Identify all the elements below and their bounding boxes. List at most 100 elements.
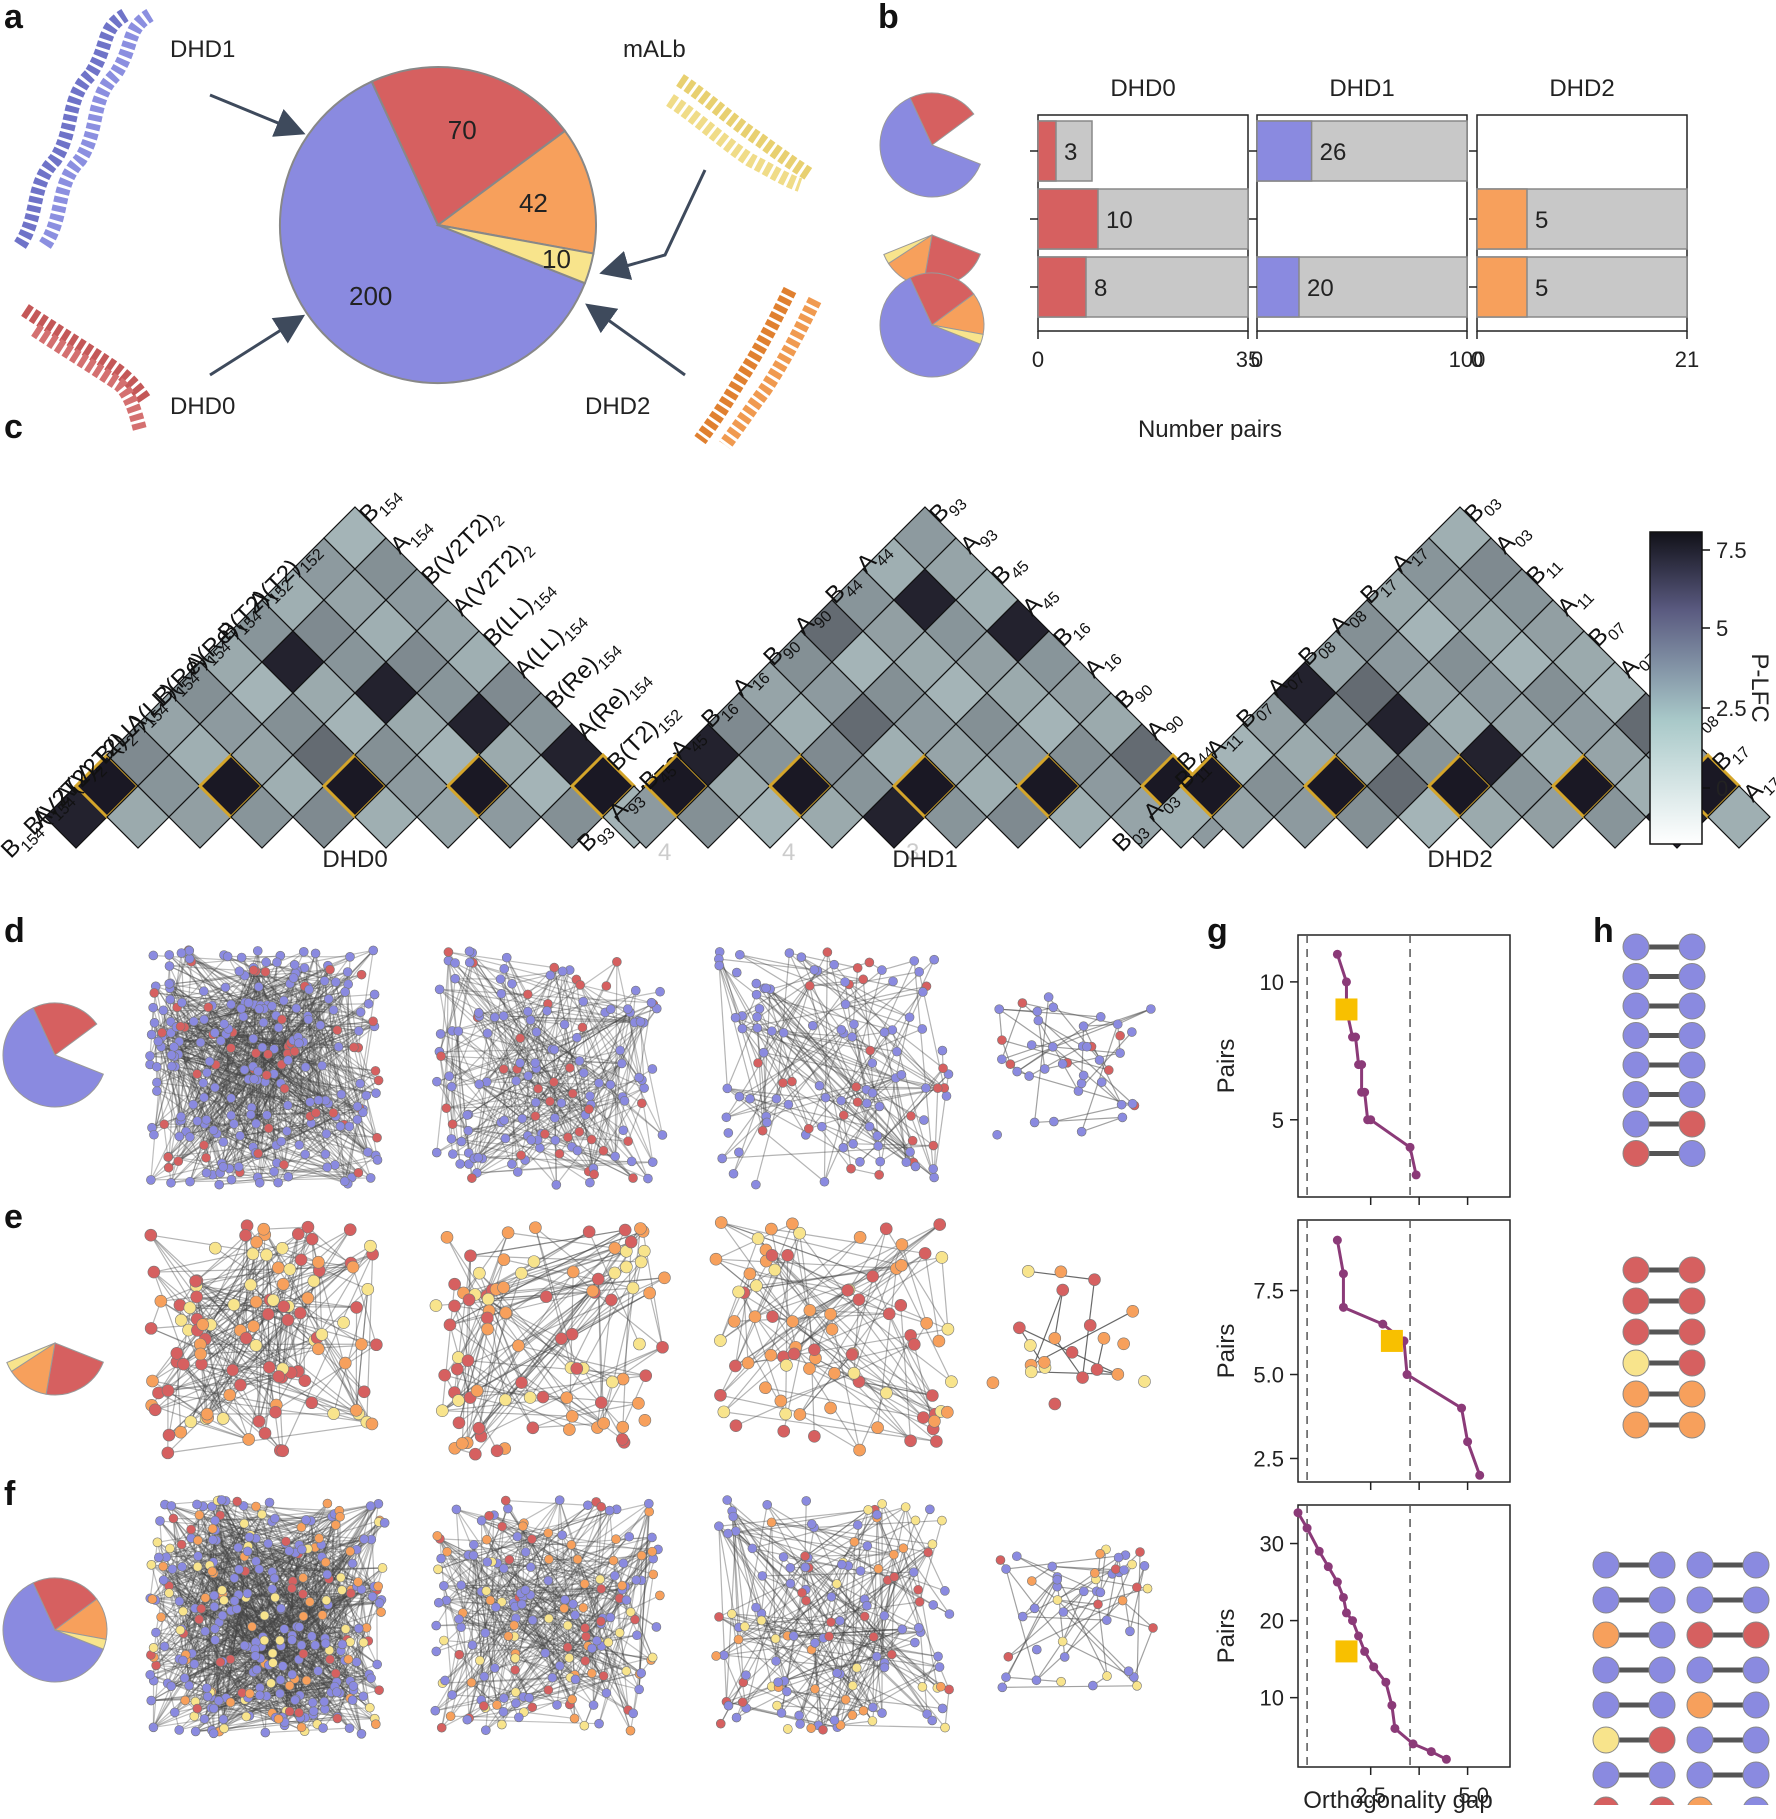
network-edge (167, 1390, 207, 1420)
network-node (337, 1316, 350, 1329)
network-edge (473, 1019, 532, 1159)
network-edge (486, 993, 502, 1083)
network-edge (260, 1505, 372, 1647)
network-edge (277, 1030, 360, 1183)
network-edge (554, 1003, 654, 1051)
network-node (894, 1299, 908, 1312)
bar-chart-title: DHD0 (1110, 75, 1175, 102)
network-edge (823, 952, 828, 1182)
network-edge (221, 1547, 239, 1591)
network-edge (503, 1510, 611, 1699)
network-node (245, 1109, 256, 1120)
network-node (155, 1516, 165, 1526)
network-edge (178, 961, 193, 1137)
network-node (445, 1711, 456, 1722)
network-edge (447, 952, 473, 1179)
network-edge (151, 1404, 249, 1440)
network-edge (570, 1677, 634, 1714)
bar-value (1476, 256, 1528, 318)
network-edge (439, 1538, 523, 1605)
network-edge (506, 957, 555, 1050)
heatmap-title: DHD2 (1427, 846, 1492, 873)
network-edge (169, 1547, 311, 1603)
network-edge (212, 1550, 290, 1572)
network-node (525, 1562, 536, 1572)
network-edge (614, 1020, 640, 1157)
network-edge (341, 1590, 351, 1643)
network-edge (228, 1028, 378, 1139)
network-edge (189, 958, 309, 1017)
network-node (454, 1649, 465, 1660)
network-pie-slice (6, 1342, 56, 1373)
network-node (178, 1606, 188, 1617)
network-edge (451, 1067, 570, 1088)
network-edge (173, 1046, 210, 1062)
network-node (328, 1005, 339, 1015)
network-edge (515, 969, 571, 1082)
network-edge (252, 1038, 300, 1146)
network-edge (621, 1022, 636, 1064)
network-node (657, 1130, 668, 1140)
network-node (714, 1334, 727, 1347)
network-node (882, 1307, 896, 1321)
network-node (779, 1407, 792, 1421)
network-node (523, 1006, 533, 1017)
network-node (714, 1388, 727, 1402)
network-node (372, 1132, 382, 1143)
bar-value (1476, 188, 1528, 250)
network-node (200, 1626, 210, 1637)
network-node (500, 1133, 511, 1144)
network-edge (195, 1285, 224, 1419)
network-node (455, 1159, 465, 1169)
network-node (585, 1091, 595, 1101)
network-node (151, 1660, 161, 1671)
network-node (363, 1147, 373, 1157)
network-node (803, 1123, 814, 1134)
network-node (572, 1145, 583, 1156)
network-node (281, 1536, 291, 1547)
network-edge (244, 975, 296, 1052)
network-edge (287, 1059, 319, 1101)
network-edge (257, 1005, 268, 1072)
network-node (481, 1322, 494, 1336)
network-node (433, 1597, 444, 1608)
network-node (986, 1376, 1000, 1390)
network-edge (225, 1500, 341, 1694)
network-edge (211, 1672, 337, 1731)
network-edge (153, 1271, 283, 1378)
network-edge (179, 1600, 348, 1641)
network-node (879, 1610, 890, 1621)
network-edge (866, 1087, 945, 1091)
network-node (272, 1370, 286, 1383)
network-edge (466, 1228, 641, 1444)
network-node (752, 1012, 762, 1022)
network-edge (183, 1597, 206, 1634)
network-edge (211, 1597, 247, 1693)
network-node (452, 1416, 466, 1430)
network-node (616, 1372, 630, 1386)
network-edge (225, 1033, 369, 1153)
network-node (344, 1723, 355, 1733)
network-edge (252, 1038, 372, 1179)
network-edge (177, 961, 267, 1162)
network-edge (471, 1682, 498, 1706)
network-node (928, 1164, 938, 1174)
network-node (603, 1637, 614, 1648)
network-edge (478, 1278, 599, 1429)
network-node (583, 1500, 593, 1511)
network-edge (279, 1686, 335, 1695)
panel-letter-h: h (1593, 912, 1614, 950)
network-edge (801, 1592, 928, 1715)
network-node (273, 1177, 283, 1188)
network-edge (782, 1310, 811, 1358)
network-edge (301, 1524, 337, 1728)
network-node (229, 1119, 239, 1129)
network-edge (998, 1008, 1054, 1048)
network-edge (467, 1360, 646, 1377)
network-edge (718, 958, 759, 1064)
network-edge (511, 1063, 623, 1165)
network-node (499, 1393, 512, 1407)
network-node (479, 1671, 489, 1682)
network-edge (733, 1516, 946, 1592)
